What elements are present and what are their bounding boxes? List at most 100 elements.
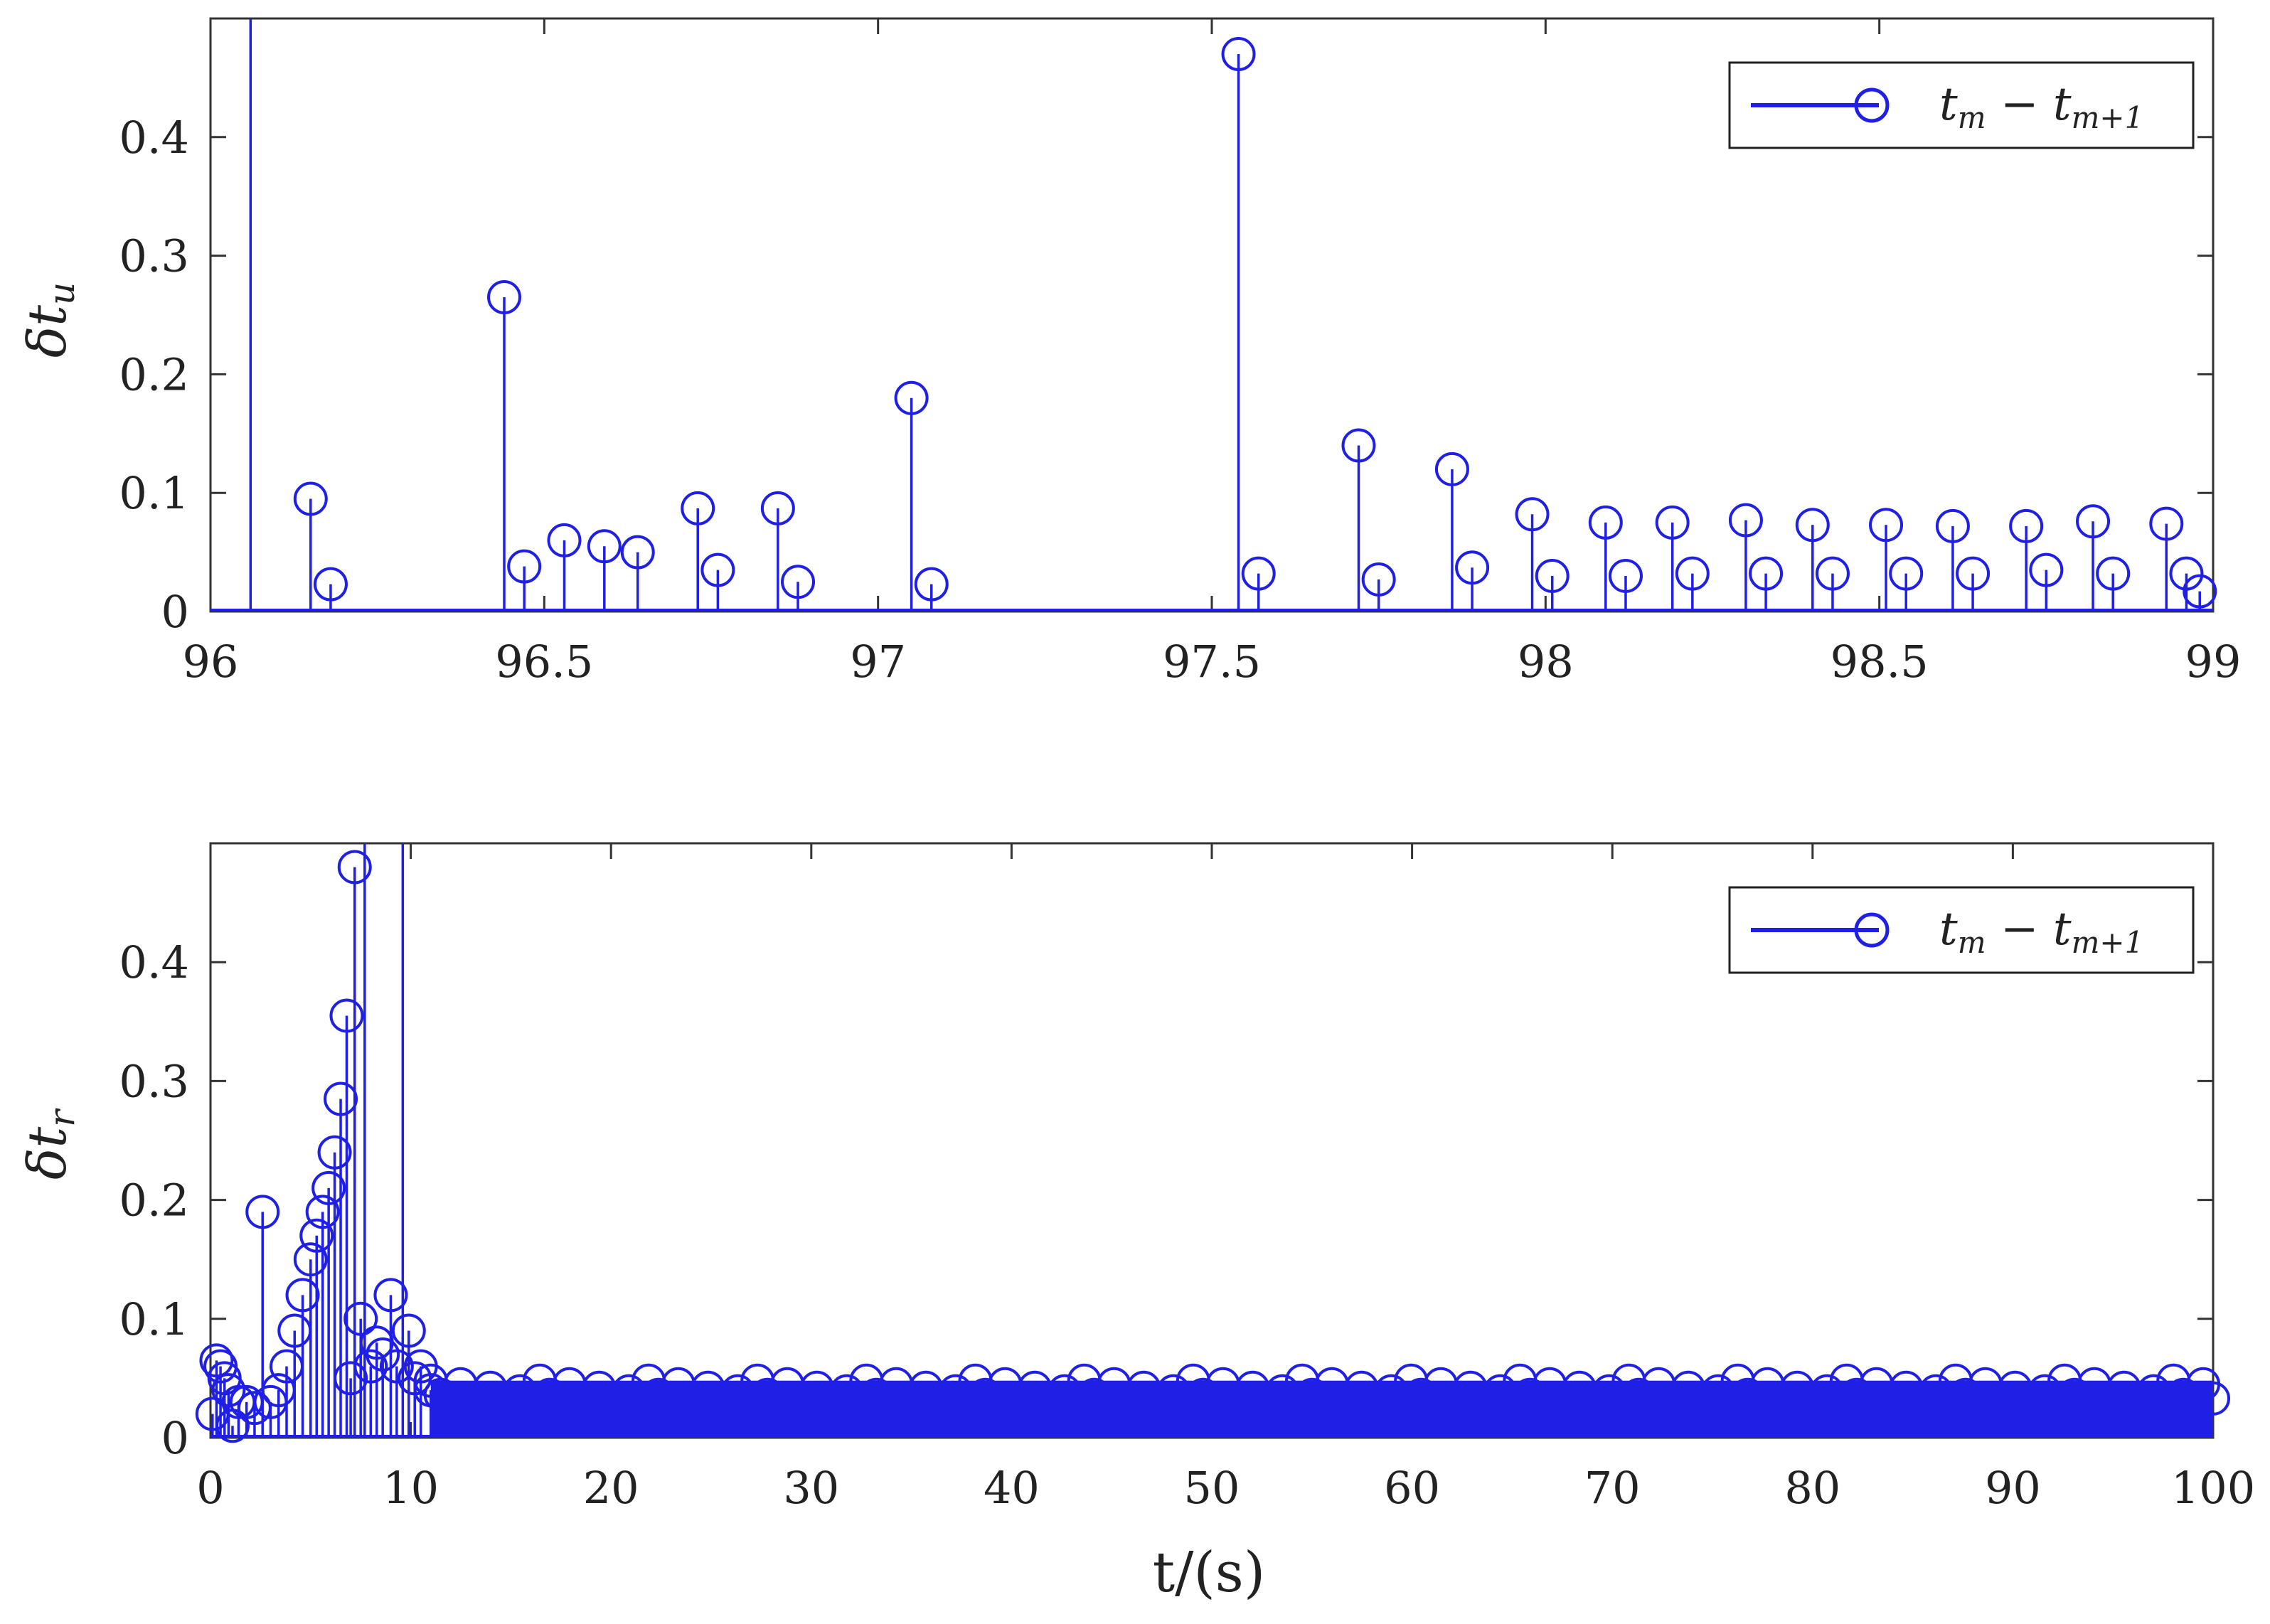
legend: tm − tm+1 [1728, 61, 2195, 149]
stem-marker [1728, 503, 1763, 538]
stem-marker [373, 1278, 408, 1313]
stem-marker [914, 567, 949, 602]
steady-stem-marker [2018, 1399, 2052, 1433]
stem-marker [379, 1349, 414, 1384]
y-tick-label: 0.4 [119, 112, 189, 164]
x-tick-label: 96.5 [495, 636, 593, 688]
y-tick-label: 0.1 [119, 467, 189, 519]
stem-marker [293, 481, 328, 516]
bottom-ylabel: δtr [17, 1108, 82, 1180]
stem-marker [199, 1343, 234, 1378]
stem-marker [1675, 556, 1710, 591]
stem-marker [1815, 556, 1850, 591]
stem-marker [1795, 508, 1830, 543]
steady-stem-marker [1690, 1399, 1725, 1433]
stem-marker [1869, 508, 1904, 543]
stem-marker [2169, 556, 2204, 591]
legend-entry: tm − tm+1 [1939, 78, 2143, 135]
y-tick-label: 0.3 [119, 230, 189, 282]
stem-marker [311, 1170, 346, 1205]
x-tick-label: 99 [2185, 636, 2242, 688]
stem-marker [587, 529, 622, 564]
stem-marker [760, 491, 795, 525]
bottom-panel: 0 0.1 0.2 0.3 0.4 0 10 20 30 40 50 60 70 80 90 100 tm − … [119, 842, 2255, 1514]
stem-marker [1455, 550, 1490, 585]
stem-marker [403, 1349, 438, 1384]
stem-marker [1588, 505, 1623, 540]
x-tick-label: 96 [183, 636, 239, 688]
stem-marker [487, 279, 522, 314]
steady-stem-marker [1255, 1399, 1290, 1433]
stem-marker [1535, 558, 1570, 593]
x-tick-label: 97 [850, 636, 906, 688]
stem-marker [313, 567, 348, 602]
x-tick-label: 50 [1184, 1462, 1240, 1514]
steady-stem-marker [1364, 1399, 1399, 1433]
steady-stem-marker [928, 1399, 963, 1433]
steady-stem-marker [1909, 1399, 1944, 1433]
stem-marker [2029, 552, 2064, 587]
stem-marker [894, 380, 929, 415]
steady-stem-marker [2126, 1399, 2161, 1433]
steady-stem-marker [493, 1399, 528, 1433]
stem-marker [324, 1081, 358, 1116]
x-axis-label: t/(s) [1153, 1541, 1266, 1605]
y-tick-label: 0 [161, 1412, 189, 1464]
stem-marker [285, 1278, 320, 1313]
stem-marker [2096, 556, 2131, 591]
stem-marker [1515, 497, 1550, 532]
stem-marker [1749, 556, 1784, 591]
stem-marker [353, 1349, 388, 1384]
stem-marker [1956, 556, 1991, 591]
stem-marker [391, 1313, 426, 1348]
stem-marker [305, 1195, 340, 1229]
top-ylabel-sub: u [41, 282, 82, 305]
stem-marker [1889, 556, 1924, 591]
stem-marker [334, 1361, 368, 1396]
bottom-ylabel-main: δt [17, 1127, 78, 1180]
steady-stem-marker [2196, 1381, 2230, 1416]
steady-stem-marker [1146, 1399, 1181, 1433]
x-tick-label: 60 [1384, 1462, 1440, 1514]
stem-marker [681, 491, 715, 525]
stem-marker [337, 850, 372, 885]
stem-marker [620, 535, 655, 570]
steady-stem-marker [1473, 1399, 1508, 1433]
x-tick-label: 20 [583, 1462, 639, 1514]
y-tick-label: 0.3 [119, 1055, 189, 1107]
x-tick-label: 10 [383, 1462, 439, 1514]
x-tick-label: 80 [1784, 1462, 1840, 1514]
bottom-ylabel-sub: r [41, 1108, 82, 1127]
y-tick-label: 0 [161, 586, 189, 638]
steady-stem-marker [2176, 1391, 2211, 1426]
top-panel: 0 0.1 0.2 0.3 0.4 96 96.5 97 97.5 98 98.5 99 tm − tm… [119, 17, 2242, 688]
stem-marker [2076, 504, 2111, 539]
stem-marker [1241, 556, 1276, 591]
steady-stem-marker [602, 1399, 636, 1433]
stem-marker [293, 1242, 328, 1277]
x-tick-label: 70 [1584, 1462, 1641, 1514]
stem-marker [1935, 508, 1970, 543]
legend-marker-swatch [1854, 912, 1890, 948]
stem-marker [781, 565, 816, 599]
legend-entry: tm − tm+1 [1939, 903, 2143, 960]
stem-marker [1221, 37, 1256, 72]
stem-marker [413, 1373, 448, 1408]
x-tick-label: 100 [2171, 1462, 2255, 1514]
stem-marker [2183, 574, 2217, 609]
stem-marker [1434, 452, 1469, 486]
steady-stem-marker [1037, 1399, 1072, 1433]
y-tick-label: 0.1 [119, 1293, 189, 1345]
x-tick-label: 98.5 [1831, 636, 1929, 688]
x-tick-label: 90 [1985, 1462, 2041, 1514]
stem-marker [547, 523, 582, 557]
y-tick-label: 0.2 [119, 1175, 189, 1227]
y-tick-label: 0.2 [119, 348, 189, 400]
stem-marker [299, 1218, 334, 1253]
steady-stem-marker [1582, 1399, 1616, 1433]
stem-marker [507, 549, 542, 584]
stem-marker [2009, 508, 2044, 543]
x-tick-label: 40 [984, 1462, 1040, 1514]
x-tick-label: 30 [783, 1462, 839, 1514]
